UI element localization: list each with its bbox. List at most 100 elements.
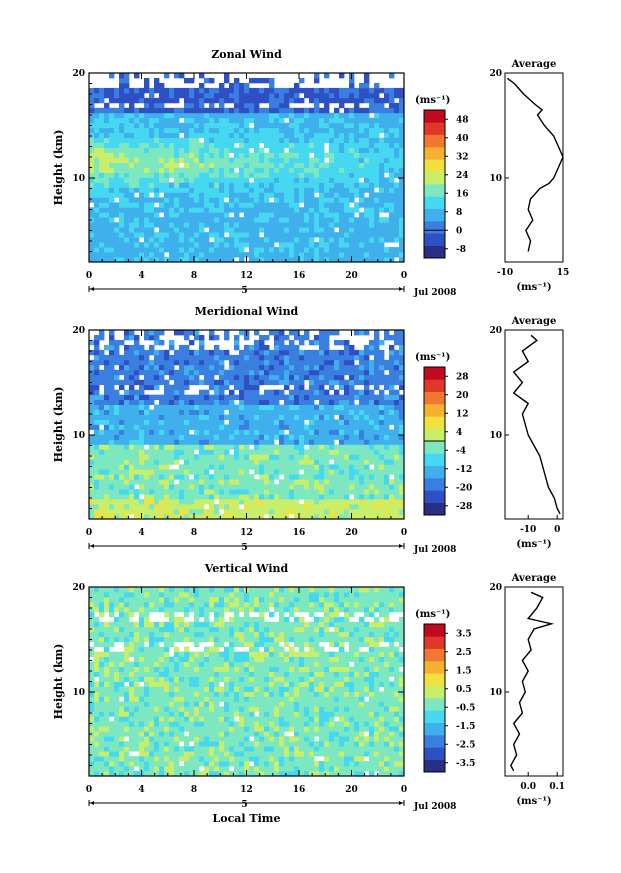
date-label: Jul 2008 bbox=[413, 545, 456, 555]
profile-x-tick-label: 0.0 bbox=[520, 782, 536, 792]
day-label: 5 bbox=[241, 286, 247, 296]
colorbar-tick-label: -12 bbox=[456, 465, 472, 475]
colorbar-tick-label: -2.5 bbox=[456, 740, 475, 750]
colorbar-frame bbox=[423, 623, 446, 773]
colorbar-tick-label: -8 bbox=[456, 245, 466, 255]
profile-frame bbox=[504, 586, 564, 777]
x-tick-label: 0 bbox=[401, 528, 407, 538]
x-tick-label: 12 bbox=[240, 271, 253, 281]
profile-title: Average bbox=[511, 59, 557, 70]
colorbar-swatch bbox=[424, 367, 445, 380]
x-tick-label: 0 bbox=[401, 271, 407, 281]
x-tick-label: 12 bbox=[240, 528, 253, 538]
profile-line bbox=[510, 591, 555, 772]
profile-x-units: (ms⁻¹) bbox=[516, 539, 551, 550]
colorbar-units: (ms⁻¹) bbox=[415, 352, 450, 363]
colorbar-tick-label: 0 bbox=[456, 226, 462, 236]
profile-frame bbox=[504, 329, 564, 520]
colorbar-swatch bbox=[424, 159, 445, 172]
x-tick-label: 8 bbox=[191, 785, 197, 795]
colorbar-tick-label: 1.5 bbox=[456, 666, 472, 676]
colorbar-swatch bbox=[424, 698, 445, 711]
colorbar-swatch bbox=[424, 465, 445, 479]
x-tick-label: 0 bbox=[86, 785, 92, 795]
colorbar-swatch bbox=[424, 110, 445, 123]
colorbar-frame bbox=[423, 109, 446, 259]
day-axis-arrow bbox=[90, 801, 94, 805]
panel-title: Meridional Wind bbox=[195, 305, 299, 318]
colorbar-swatch bbox=[424, 490, 445, 503]
x-tick-label: 20 bbox=[345, 785, 358, 795]
colorbar-tick-label: -28 bbox=[456, 502, 472, 512]
colorbar-tick-label: 12 bbox=[456, 409, 469, 419]
colorbar-swatch bbox=[424, 502, 445, 516]
colorbar-swatch bbox=[424, 478, 445, 491]
colorbar-tick-label: 4 bbox=[456, 428, 462, 438]
panel-title: Zonal Wind bbox=[211, 48, 282, 61]
colorbar-tick-label: 32 bbox=[456, 152, 469, 162]
colorbar-swatch bbox=[424, 221, 445, 234]
day-label: 5 bbox=[241, 543, 247, 553]
colorbar-swatch bbox=[424, 453, 445, 466]
x-axis-label: Local Time bbox=[213, 812, 281, 825]
y-tick-label: 20 bbox=[72, 583, 85, 593]
colorbar-tick-label: -20 bbox=[456, 483, 472, 493]
colorbar-tick-label: 48 bbox=[456, 115, 469, 125]
x-tick-label: 16 bbox=[293, 528, 306, 538]
colorbar-swatch bbox=[424, 636, 445, 649]
colorbar-swatch bbox=[424, 233, 445, 246]
heatmap-field bbox=[89, 73, 405, 263]
colorbar-swatch bbox=[424, 196, 445, 209]
colorbar-swatch bbox=[424, 245, 445, 259]
x-tick-label: 8 bbox=[191, 528, 197, 538]
day-axis-arrow bbox=[399, 544, 403, 548]
y-tick-label: 10 bbox=[72, 688, 85, 698]
x-tick-label: 0 bbox=[86, 271, 92, 281]
profile-x-units: (ms⁻¹) bbox=[516, 282, 551, 293]
profile-title: Average bbox=[511, 573, 557, 584]
colorbar-tick-label: 40 bbox=[456, 134, 469, 144]
colorbar-swatch bbox=[424, 171, 445, 185]
colorbar-swatch bbox=[424, 134, 445, 148]
colorbar-swatch bbox=[424, 759, 445, 773]
colorbar-tick-label: 20 bbox=[456, 391, 469, 401]
x-tick-label: 20 bbox=[345, 271, 358, 281]
day-axis-arrow bbox=[90, 544, 94, 548]
heatmap-field bbox=[89, 587, 405, 777]
day-axis-arrow bbox=[399, 801, 403, 805]
day-label: 5 bbox=[241, 800, 247, 810]
profile-line bbox=[506, 77, 564, 252]
profile-line bbox=[512, 334, 561, 515]
profile-y-tick-label: 10 bbox=[489, 688, 502, 698]
profile-x-tick-label: -10 bbox=[520, 525, 536, 535]
colorbar-swatch bbox=[424, 710, 445, 723]
colorbar-swatch bbox=[424, 661, 445, 674]
x-tick-label: 16 bbox=[293, 785, 306, 795]
date-label: Jul 2008 bbox=[413, 288, 456, 298]
colorbar-swatch bbox=[424, 624, 445, 637]
colorbar-tick-label: 28 bbox=[456, 372, 469, 382]
colorbar-tick-label: -3.5 bbox=[456, 759, 475, 769]
y-axis-label: Height (km) bbox=[52, 130, 65, 206]
x-tick-label: 20 bbox=[345, 528, 358, 538]
x-tick-label: 4 bbox=[138, 528, 144, 538]
date-label: Jul 2008 bbox=[413, 802, 456, 812]
colorbar-tick-label: 3.5 bbox=[456, 629, 472, 639]
colorbar-tick-label: -0.5 bbox=[456, 703, 475, 713]
profile-x-tick-label: 0 bbox=[554, 525, 560, 535]
colorbar-swatch bbox=[424, 685, 445, 699]
colorbar-swatch bbox=[424, 416, 445, 429]
x-tick-label: 16 bbox=[293, 271, 306, 281]
panel-title: Vertical Wind bbox=[204, 562, 289, 575]
profile-y-tick-label: 10 bbox=[489, 174, 502, 184]
colorbar-swatch bbox=[424, 391, 445, 405]
x-tick-label: 0 bbox=[401, 785, 407, 795]
colorbar-swatch bbox=[424, 428, 445, 442]
colorbar-swatch bbox=[424, 673, 445, 686]
day-axis-arrow bbox=[90, 287, 94, 291]
x-tick-label: 12 bbox=[240, 785, 253, 795]
colorbar-swatch bbox=[424, 747, 445, 760]
profile-x-tick-label: 15 bbox=[557, 268, 570, 278]
